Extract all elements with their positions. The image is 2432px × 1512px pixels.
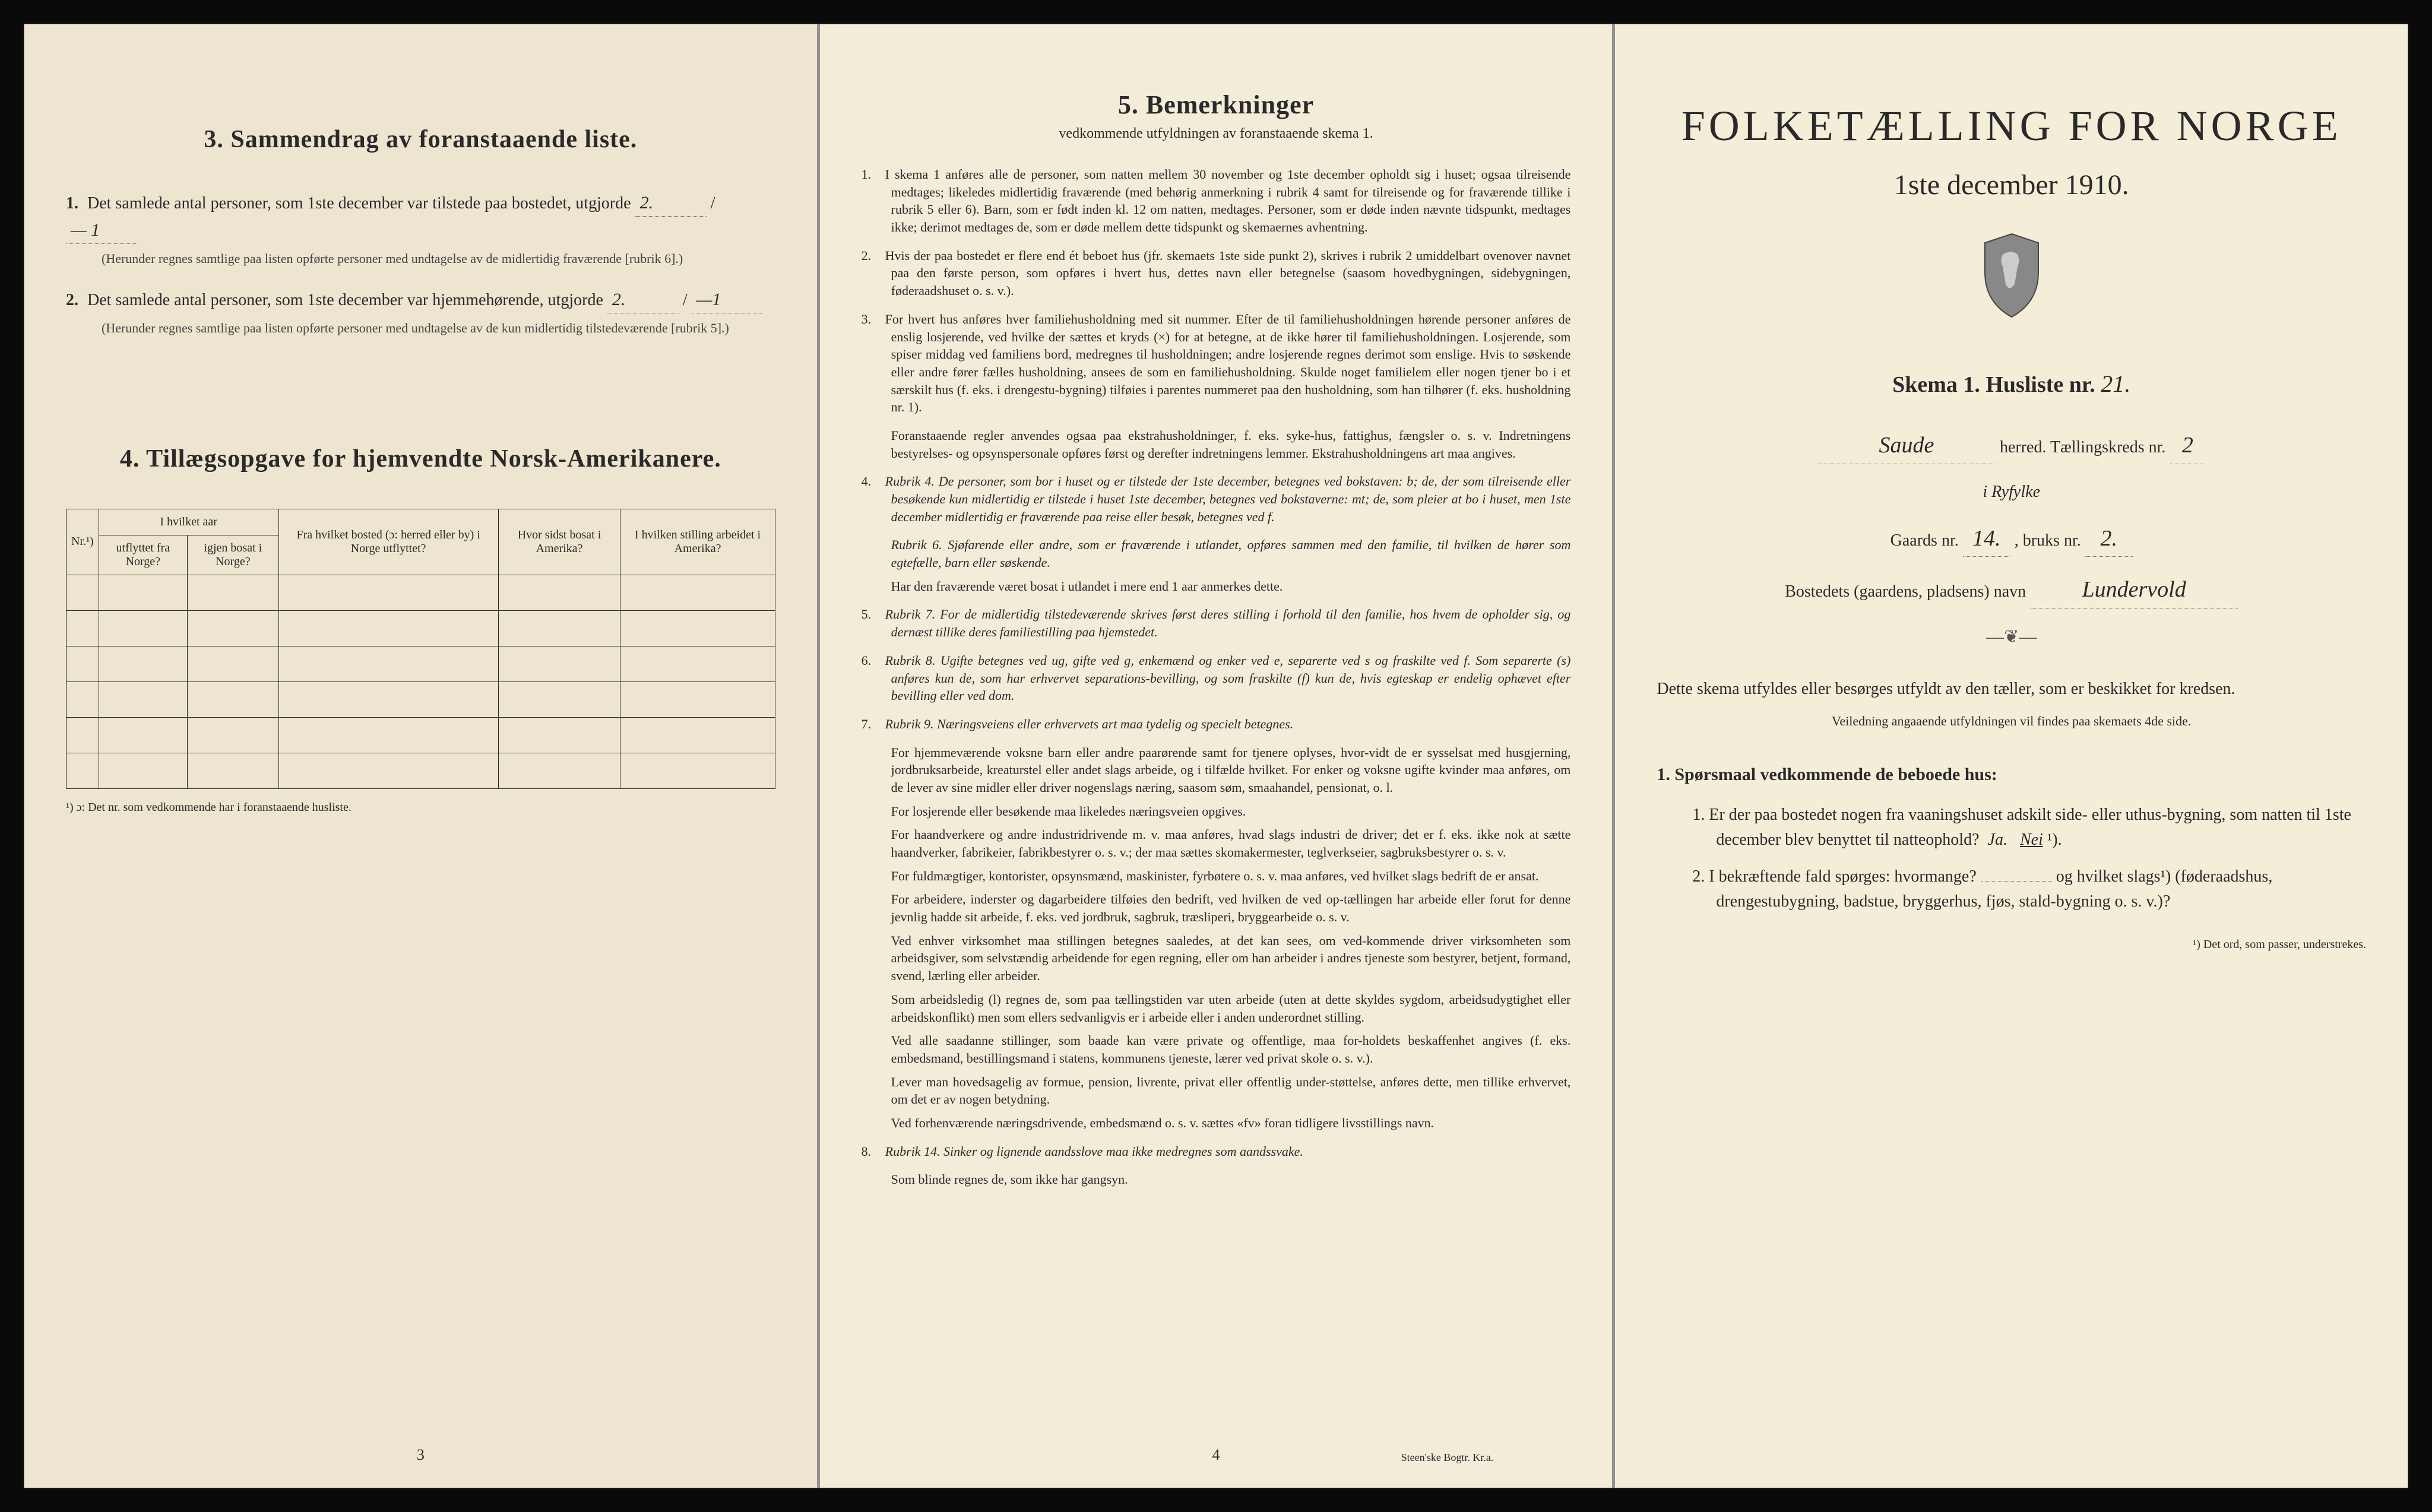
instruction-1: Dette skema utfyldes eller besørges utfy… [1657, 677, 2366, 702]
page-3-summary: 3. Sammendrag av foranstaaende liste. 1.… [24, 24, 818, 1488]
page-1-cover: FOLKETÆLLING FOR NORGE 1ste december 191… [1614, 24, 2408, 1488]
hvormange-field [1981, 881, 2052, 882]
hjemme-count-1: 2. [607, 286, 679, 313]
husliste-nr: 21. [2101, 370, 2130, 397]
item-2-note: (Herunder regnes samtlige paa listen opf… [102, 319, 775, 338]
section-5-subtitle: vedkommende utfyldningen av foranstaaend… [862, 126, 1571, 142]
col-aar: I hvilket aar [99, 509, 278, 535]
col-bosted: Fra hvilket bosted (ɔ: herred eller by) … [278, 509, 498, 575]
section-5-title: 5. Bemerkninger [862, 90, 1571, 120]
question-2: 2. I bekræftende fald spørges: hvormange… [1692, 864, 2366, 914]
coat-of-arms-icon [1657, 231, 2366, 334]
remark-4b: Rubrik 6. Sjøfarende eller andre, som er… [891, 536, 1571, 571]
remark-7j: Lever man hovedsagelig av formue, pensio… [891, 1073, 1571, 1108]
question-heading: 1. Spørsmaal vedkommende de beboede hus: [1657, 765, 2366, 785]
page3-footnote: ¹) Det ord, som passer, understrekes. [1657, 938, 2366, 952]
table-row [66, 575, 775, 610]
remark-4: 4.Rubrik 4. De personer, som bor i huset… [862, 473, 1571, 525]
item-1-note: (Herunder regnes samtlige paa listen opf… [102, 250, 775, 268]
col-utflyttet: utflyttet fra Norge? [99, 535, 187, 575]
bosted-line: Bostedets (gaardens, pladsens) navn Lund… [1657, 572, 2366, 608]
census-title: FOLKETÆLLING FOR NORGE [1657, 102, 2366, 151]
skema-line: Skema 1. Husliste nr. 21. [1657, 370, 2366, 398]
remark-7k: Ved forhenværende næringsdrivende, embed… [891, 1114, 1571, 1132]
remark-3: 3.For hvert hus anføres hver familiehush… [862, 310, 1571, 416]
table-row [66, 646, 775, 681]
remark-5: 5.Rubrik 7. For de midlertidig tilstedev… [862, 606, 1571, 641]
tilstede-count-2: — 1 [66, 217, 137, 244]
bruks-nr: 2. [2085, 521, 2133, 557]
table-row [66, 717, 775, 753]
herred-line: Saude herred. Tællingskreds nr. 2 [1657, 427, 2366, 464]
remark-4c: Har den fraværende været bosat i utlande… [891, 578, 1571, 595]
remark-7d: For haandverkere og andre industridriven… [891, 826, 1571, 861]
section-3-title: 3. Sammendrag av foranstaaende liste. [66, 125, 775, 154]
remark-2: 2.Hvis der paa bostedet er flere end ét … [862, 247, 1571, 300]
remark-6: 6.Rubrik 8. Ugifte betegnes ved ug, gift… [862, 652, 1571, 705]
kreds-nr: 2 [2170, 427, 2205, 464]
remark-7e: For fuldmægtiger, kontorister, opsynsmæn… [891, 867, 1571, 885]
remark-7g: Ved enhver virksomhet maa stillingen bet… [891, 932, 1571, 985]
bosted-value: Lundervold [2030, 572, 2238, 608]
table-row [66, 681, 775, 717]
table-row [66, 610, 775, 646]
remark-8: 8.Rubrik 14. Sinker og lignende aandsslo… [862, 1143, 1571, 1161]
page-4-remarks: 5. Bemerkninger vedkommende utfyldningen… [819, 24, 1613, 1488]
table-row [66, 753, 775, 788]
remark-7c: For losjerende eller besøkende maa likel… [891, 803, 1571, 820]
col-stilling: I hvilken stilling arbeidet i Amerika? [620, 509, 775, 575]
gaards-line: Gaards nr. 14. , bruks nr. 2. [1657, 521, 2366, 557]
col-igjen: igjen bosat i Norge? [187, 535, 278, 575]
printer-credit: Steen'ske Bogtr. Kr.a. [1401, 1451, 1494, 1464]
census-document: 3. Sammendrag av foranstaaende liste. 1.… [24, 24, 2408, 1488]
instruction-2: Veiledning angaaende utfyldningen vil fi… [1657, 714, 2366, 729]
col-nr: Nr.¹) [66, 509, 99, 575]
page-number: 3 [417, 1446, 425, 1464]
page-number: 4 [1212, 1446, 1220, 1464]
census-date: 1ste december 1910. [1657, 169, 2366, 201]
remark-7b: For hjemmeværende voksne barn eller andr… [891, 744, 1571, 797]
remark-7h: Som arbeidsledig (l) regnes de, som paa … [891, 991, 1571, 1026]
remark-7f: For arbeidere, inderster og dagarbeidere… [891, 890, 1571, 925]
answer-nei: Nei [2020, 831, 2043, 849]
remark-8b: Som blinde regnes de, som ikke har gangs… [891, 1171, 1571, 1188]
region-line: i Ryfylke [1657, 479, 2366, 506]
remark-1: 1.I skema 1 anføres alle de personer, so… [862, 166, 1571, 236]
section-4-title: 4. Tillægsopgave for hjemvendte Norsk-Am… [66, 445, 775, 473]
herred-value: Saude [1817, 427, 1996, 464]
ornament-icon: ―❦― [1657, 626, 2366, 647]
table-footnote: ¹) ɔ: Det nr. som vedkommende har i fora… [66, 801, 775, 814]
remark-7i: Ved alle saadanne stillinger, som baade … [891, 1032, 1571, 1067]
col-sidst: Hvor sidst bosat i Amerika? [498, 509, 620, 575]
summary-item-2: 2. Det samlede antal personer, som 1ste … [66, 286, 775, 313]
remark-7: 7.Rubrik 9. Næringsveiens eller erhverve… [862, 715, 1571, 733]
amerikanere-table: Nr.¹) I hvilket aar Fra hvilket bosted (… [66, 509, 775, 789]
gaards-nr: 14. [1963, 521, 2010, 557]
question-1: 1. Er der paa bostedet nogen fra vaaning… [1692, 803, 2366, 852]
remark-3b: Foranstaaende regler anvendes ogsaa paa … [891, 427, 1571, 462]
hjemme-count-2: —1 [692, 286, 763, 313]
tilstede-count-1: 2. [635, 189, 707, 217]
summary-item-1: 1. Det samlede antal personer, som 1ste … [66, 189, 775, 244]
